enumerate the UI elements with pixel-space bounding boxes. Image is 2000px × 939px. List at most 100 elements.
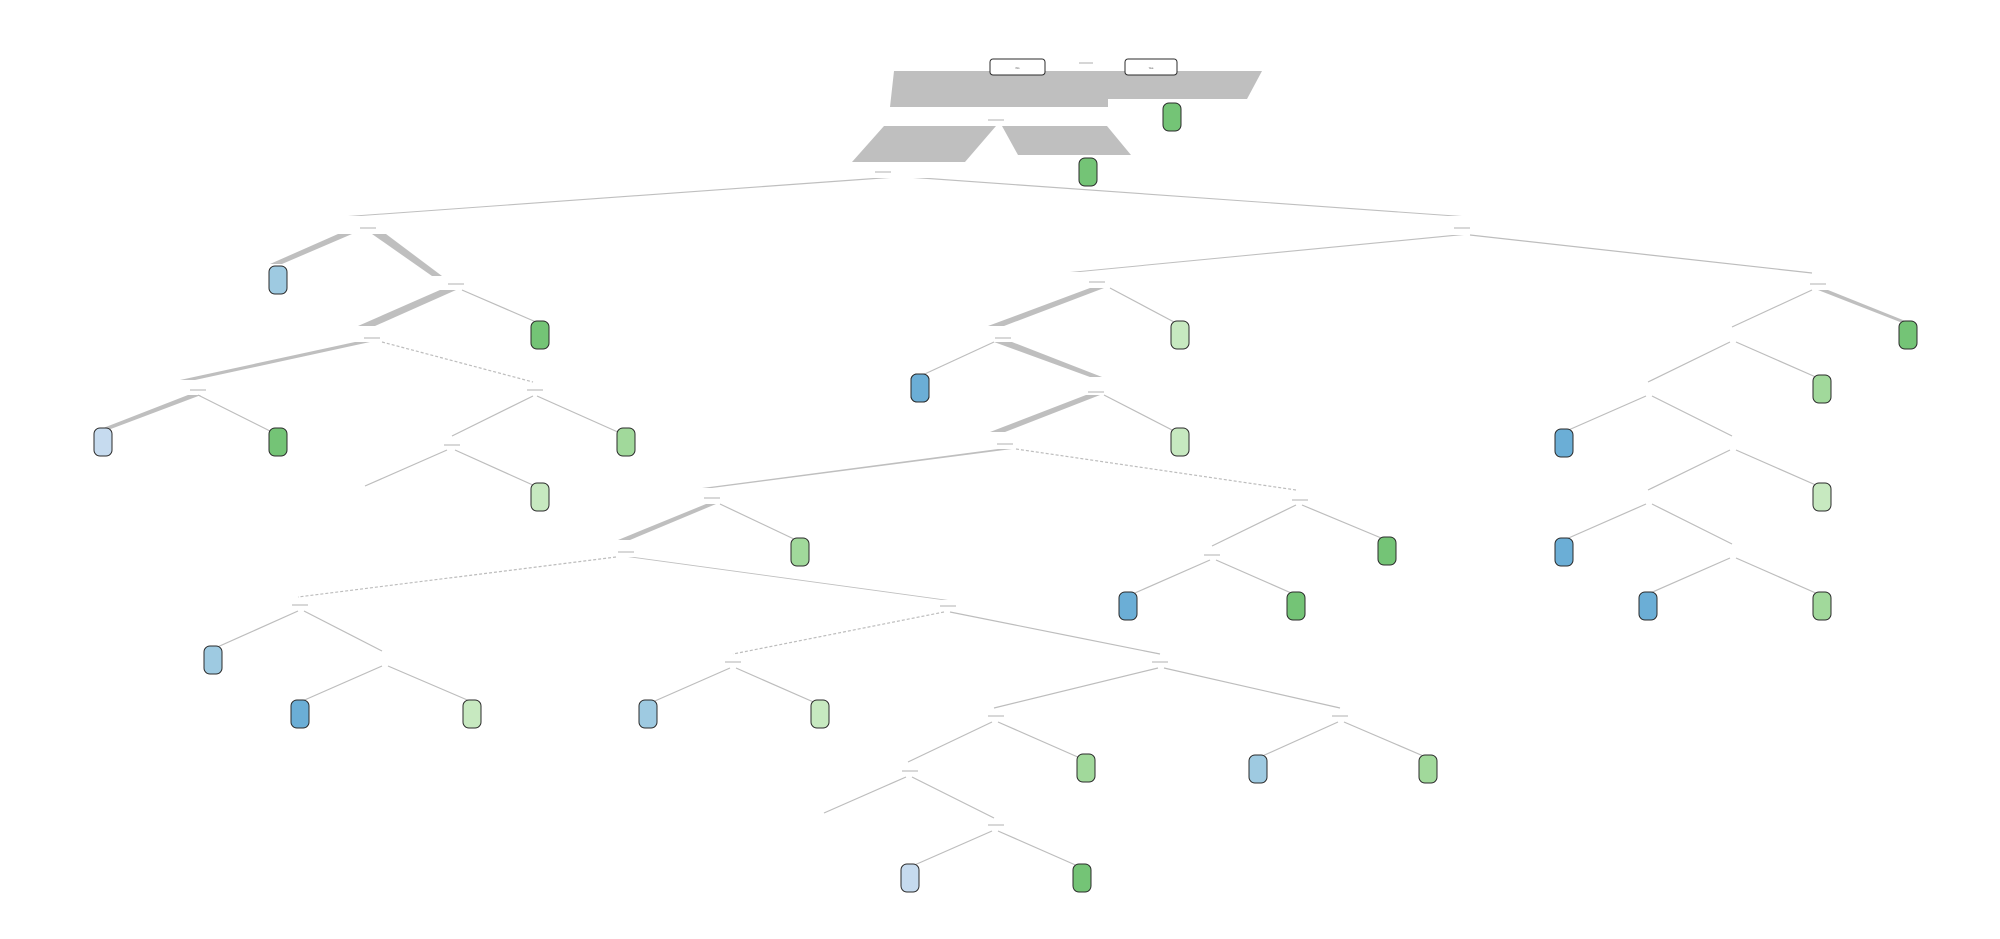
leaf-node <box>530 482 550 512</box>
edge-n7-n8 <box>451 395 534 437</box>
edge-n11-n12 <box>990 395 1100 432</box>
edge-n23-L23 <box>1257 721 1339 759</box>
edge-n29-n30 <box>1647 449 1731 491</box>
edge-n10-L11 <box>915 341 995 379</box>
flow-band-top <box>890 71 1262 107</box>
edge-n20-L17 <box>647 667 731 705</box>
edge-n15-n17 <box>303 610 383 652</box>
edge-n4-L4 <box>461 289 537 323</box>
edge-n13-n14 <box>618 504 716 540</box>
leaf-node <box>638 699 658 729</box>
edge-n4-n5 <box>358 290 456 326</box>
leaf-node <box>1162 102 1182 132</box>
leaf-node-box <box>1072 863 1092 893</box>
leaf-node <box>900 863 920 893</box>
edge-n7-L9 <box>536 395 621 434</box>
leaf-node-box <box>1812 482 1832 512</box>
leaf-node <box>1812 591 1832 621</box>
edge-n21-n23 <box>1163 667 1341 709</box>
leaf-node <box>462 699 482 729</box>
edge-n28-L30 <box>1563 395 1647 433</box>
edge-n24-L20 <box>823 776 907 814</box>
leaf-node-box <box>290 699 310 729</box>
leaf-node-box <box>616 427 636 457</box>
leaf-node <box>1286 591 1306 621</box>
edge-n13-L13 <box>719 503 797 541</box>
leaf-node <box>1170 427 1190 457</box>
leaf-node <box>268 427 288 457</box>
leaf-node-box <box>1286 591 1306 621</box>
edge-n6-L6 <box>197 394 275 434</box>
leaf-node <box>910 373 930 403</box>
leaf-node <box>290 699 310 729</box>
leaf-node <box>1078 157 1098 187</box>
leaf-node-box <box>1898 320 1918 350</box>
edge-n22-L19 <box>997 721 1081 759</box>
leaf-node-box <box>900 863 920 893</box>
leaf-node-box <box>910 373 930 403</box>
leaf-node-box <box>1377 536 1397 566</box>
edge-n24-n25 <box>911 776 995 819</box>
edge-n28-n29 <box>1651 395 1733 437</box>
edge-n14-n15 <box>297 556 617 598</box>
edge-n3-n19 <box>1469 234 1813 274</box>
leaf-node-box <box>1118 591 1138 621</box>
edge-n19-L28 <box>1818 290 1908 322</box>
tree-edges <box>98 178 1908 868</box>
leaf-node <box>203 645 223 675</box>
leaf-node <box>1418 754 1438 784</box>
leaf-node-box <box>1162 102 1182 132</box>
leaf-node <box>1118 591 1138 621</box>
edge-n31-L34 <box>1735 557 1819 595</box>
leaf-node-box <box>1170 427 1190 457</box>
leaf-node <box>1812 482 1832 512</box>
edge-n23-L24 <box>1343 721 1429 759</box>
edge-n5-n6 <box>180 342 370 380</box>
leaf-node <box>1072 863 1092 893</box>
leaf-node <box>1377 536 1397 566</box>
edge-n27-L29 <box>1735 341 1819 379</box>
edge-root-left <box>348 178 890 216</box>
leaf-node-box <box>1812 374 1832 404</box>
leaf-node-box <box>638 699 658 729</box>
edge-n18-n26 <box>1211 504 1297 547</box>
edge-n8-L7 <box>364 449 448 487</box>
edge-n11-L12 <box>1103 394 1175 432</box>
edge-n16-n20 <box>732 611 945 655</box>
edge-n26-L27 <box>1215 559 1299 597</box>
header-box-left <box>989 58 1046 76</box>
leaf-node <box>1554 537 1574 567</box>
leaf-node-box <box>530 320 550 350</box>
edge-n27-n28 <box>1647 341 1731 383</box>
leaf-node-box <box>530 482 550 512</box>
edge-root-right <box>913 178 1462 216</box>
leaf-node-box <box>268 265 288 295</box>
leaf-node-box <box>1078 157 1098 187</box>
leaf-node-box <box>268 427 288 457</box>
leaf-node <box>1170 320 1190 350</box>
leaf-node <box>790 537 810 567</box>
leaf-node-box <box>1076 753 1096 783</box>
edge-n8-L8 <box>454 449 536 487</box>
flow-band-left <box>852 126 996 162</box>
leaf-node <box>616 427 636 457</box>
flow-bands <box>852 71 1262 162</box>
edge-n9-n10 <box>988 288 1104 326</box>
header-box-right-label: Yes <box>1149 66 1154 70</box>
leaf-node <box>1898 320 1918 350</box>
edge-n22-n24 <box>907 721 993 763</box>
leaf-node-box <box>1554 537 1574 567</box>
edge-n31-L33 <box>1647 557 1731 595</box>
header-legend: No Yes <box>989 58 1178 76</box>
edge-n25-L21 <box>909 830 993 868</box>
edge-n2-n4 <box>372 234 442 276</box>
leaf-node <box>1076 753 1096 783</box>
leaf-node <box>93 427 113 457</box>
leaf-node-box <box>93 427 113 457</box>
edge-n17-L15 <box>299 665 383 703</box>
header-box-left-label: No <box>1015 66 1019 70</box>
edge-n30-n31 <box>1651 503 1733 545</box>
leaf-node <box>530 320 550 350</box>
leaf-node-box <box>1418 754 1438 784</box>
